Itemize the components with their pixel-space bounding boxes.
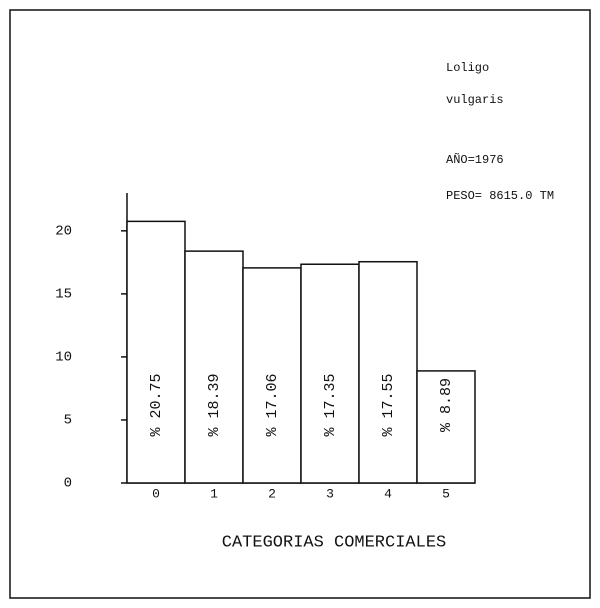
- value-label: % 18.39: [206, 373, 223, 436]
- annotation: PESO= 8615.0 TM: [446, 189, 554, 203]
- x-tick-label: 2: [268, 486, 276, 501]
- annotation: Loligo: [446, 61, 489, 75]
- x-tick-label: 5: [442, 486, 450, 501]
- bar: [300, 263, 360, 484]
- x-tick-label: 3: [326, 486, 334, 501]
- value-label: % 8.89: [438, 378, 455, 432]
- annotation: vulgaris: [446, 93, 504, 107]
- x-tick-label: 4: [384, 486, 392, 501]
- frame: [9, 9, 591, 599]
- value-label: % 17.35: [322, 373, 339, 436]
- x-axis-label: CATEGORIAS COMERCIALES: [222, 533, 446, 552]
- x-tick-label: 0: [152, 486, 160, 501]
- y-tick-label: 10: [55, 350, 72, 366]
- bar: [358, 260, 418, 484]
- bar: [242, 267, 302, 484]
- bar: [184, 250, 244, 484]
- value-label: % 17.55: [380, 373, 397, 436]
- value-label: % 17.06: [264, 373, 281, 436]
- bar: [126, 220, 186, 484]
- y-tick-label: 5: [64, 413, 72, 429]
- y-tick-label: 0: [64, 476, 72, 492]
- y-tick-label: 15: [55, 287, 72, 303]
- annotation: AÑO=1976: [446, 152, 504, 167]
- value-label: % 20.75: [148, 373, 165, 436]
- y-tick-label: 20: [55, 224, 72, 240]
- x-tick-label: 1: [210, 486, 218, 501]
- bar: [416, 370, 476, 484]
